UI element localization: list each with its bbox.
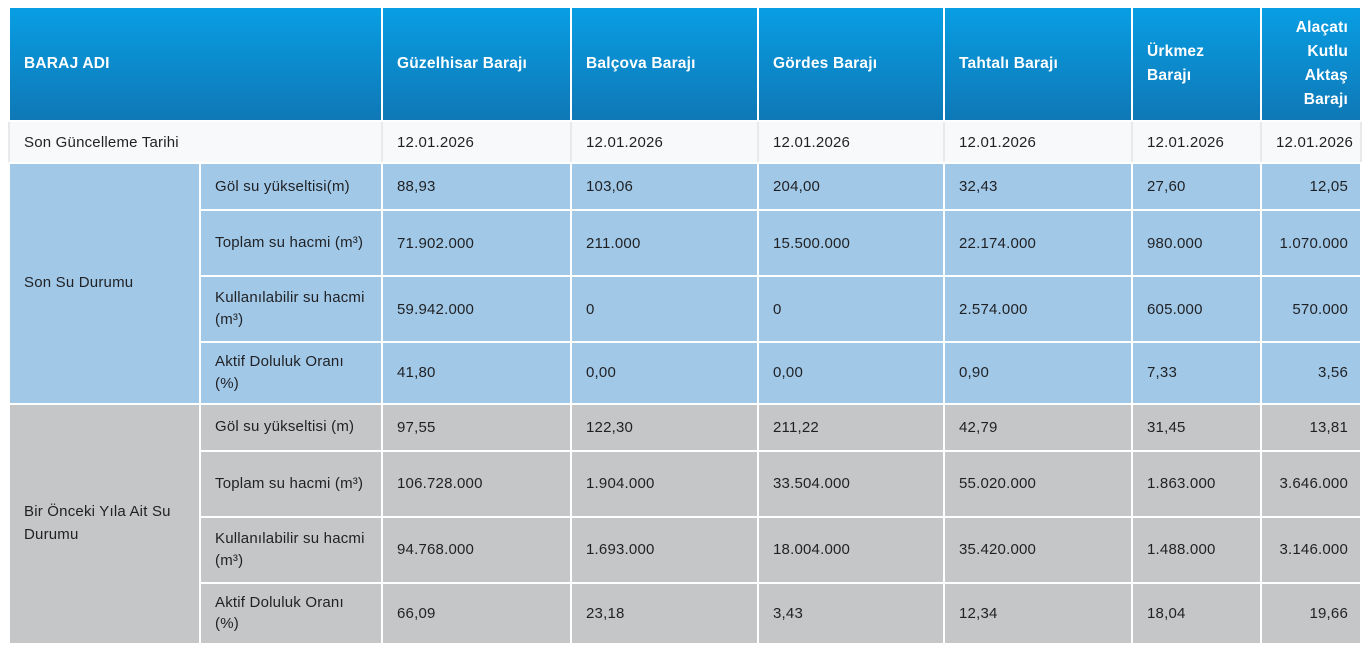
metric-value: 0,90: [943, 341, 1133, 405]
table-row: Aktif Doluluk Oranı (%) 66,09 23,18 3,43…: [9, 581, 1362, 645]
column-header-guzelhisar: Güzelhisar Barajı: [381, 5, 572, 123]
metric-value: 88,93: [381, 162, 572, 212]
metric-value: 605.000: [1131, 275, 1262, 344]
metric-value: 0,00: [570, 341, 759, 405]
metric-value: 1.863.000: [1131, 449, 1262, 518]
metric-label: Aktif Doluluk Oranı (%): [199, 341, 383, 405]
metric-value: 1.693.000: [570, 515, 759, 584]
metric-value: 3,56: [1260, 341, 1362, 405]
metric-value: 1.904.000: [570, 449, 759, 518]
update-date-label: Son Güncelleme Tarihi: [8, 120, 383, 165]
metric-label: Kullanılabilir su hacmi (m³): [199, 275, 383, 344]
metric-value: 31,45: [1131, 402, 1262, 452]
metric-value: 122,30: [570, 402, 759, 452]
metric-value: 71.902.000: [381, 209, 572, 278]
metric-label: Toplam su hacmi (m³): [199, 209, 383, 278]
metric-value: 3,43: [757, 581, 945, 645]
metric-value: 103,06: [570, 162, 759, 212]
column-header-tahtali: Tahtalı Barajı: [943, 5, 1133, 123]
update-date-value: 12.01.2026: [570, 120, 759, 165]
section-label-onceki-yil: Bir Önceki Yıla Ait Su Durumu: [8, 402, 201, 645]
metric-value: 0,00: [757, 341, 945, 405]
metric-value: 3.146.000: [1260, 515, 1362, 584]
metric-value: 12,05: [1260, 162, 1362, 212]
update-date-value: 12.01.2026: [1131, 120, 1262, 165]
metric-value: 18.004.000: [757, 515, 945, 584]
metric-value: 13,81: [1260, 402, 1362, 452]
metric-value: 211,22: [757, 402, 945, 452]
dam-status-table: BARAJ ADI Güzelhisar Barajı Balçova Bara…: [8, 5, 1362, 645]
section-label-son-su-durumu: Son Su Durumu: [8, 162, 201, 405]
metric-label: Göl su yükseltisi(m): [199, 162, 383, 212]
metric-value: 1.488.000: [1131, 515, 1262, 584]
metric-label: Aktif Doluluk Oranı (%): [199, 581, 383, 645]
baraj-adi-header: BARAJ ADI: [8, 5, 383, 123]
update-date-value: 12.01.2026: [1260, 120, 1362, 165]
metric-value: 2.574.000: [943, 275, 1133, 344]
metric-value: 19,66: [1260, 581, 1362, 645]
metric-label: Göl su yükseltisi (m): [199, 402, 383, 452]
metric-value: 12,34: [943, 581, 1133, 645]
update-date-value: 12.01.2026: [943, 120, 1133, 165]
metric-value: 97,55: [381, 402, 572, 452]
table-row: Aktif Doluluk Oranı (%) 41,80 0,00 0,00 …: [9, 341, 1362, 405]
table-row: Toplam su hacmi (m³) 106.728.000 1.904.0…: [9, 449, 1362, 518]
update-date-row: Son Güncelleme Tarihi 12.01.2026 12.01.2…: [8, 120, 1362, 165]
column-header-balcova: Balçova Barajı: [570, 5, 759, 123]
metric-value: 0: [757, 275, 945, 344]
metric-value: 32,43: [943, 162, 1133, 212]
metric-value: 59.942.000: [381, 275, 572, 344]
metric-value: 35.420.000: [943, 515, 1133, 584]
metric-label: Toplam su hacmi (m³): [199, 449, 383, 518]
metric-value: 1.070.000: [1260, 209, 1362, 278]
column-header-alacati: Alaçatı Kutlu Aktaş Barajı: [1260, 5, 1362, 123]
metric-value: 18,04: [1131, 581, 1262, 645]
metric-value: 33.504.000: [757, 449, 945, 518]
column-header-gordes: Gördes Barajı: [757, 5, 945, 123]
metric-value: 94.768.000: [381, 515, 572, 584]
metric-value: 23,18: [570, 581, 759, 645]
metric-value: 0: [570, 275, 759, 344]
metric-value: 42,79: [943, 402, 1133, 452]
metric-value: 22.174.000: [943, 209, 1133, 278]
table-row: Son Su Durumu Göl su yükseltisi(m) 88,93…: [8, 162, 1362, 405]
header-row: BARAJ ADI Güzelhisar Barajı Balçova Bara…: [8, 5, 1362, 123]
metric-value: 3.646.000: [1260, 449, 1362, 518]
update-date-value: 12.01.2026: [757, 120, 945, 165]
column-header-urkmez: Ürkmez Barajı: [1131, 5, 1262, 123]
metric-value: 980.000: [1131, 209, 1262, 278]
metric-value: 55.020.000: [943, 449, 1133, 518]
metric-label: Kullanılabilir su hacmi (m³): [199, 515, 383, 584]
metric-value: 27,60: [1131, 162, 1262, 212]
metric-value: 570.000: [1260, 275, 1362, 344]
metric-value: 15.500.000: [757, 209, 945, 278]
table-row: Toplam su hacmi (m³) 71.902.000 211.000 …: [9, 209, 1362, 278]
metric-value: 204,00: [757, 162, 945, 212]
metric-value: 211.000: [570, 209, 759, 278]
update-date-value: 12.01.2026: [381, 120, 572, 165]
metric-value: 41,80: [381, 341, 572, 405]
metric-value: 7,33: [1131, 341, 1262, 405]
metric-value: 106.728.000: [381, 449, 572, 518]
table-row: Kullanılabilir su hacmi (m³) 94.768.000 …: [9, 515, 1362, 584]
metric-value: 66,09: [381, 581, 572, 645]
table-row: Bir Önceki Yıla Ait Su Durumu Göl su yük…: [8, 402, 1362, 645]
table-row: Kullanılabilir su hacmi (m³) 59.942.000 …: [9, 275, 1362, 344]
